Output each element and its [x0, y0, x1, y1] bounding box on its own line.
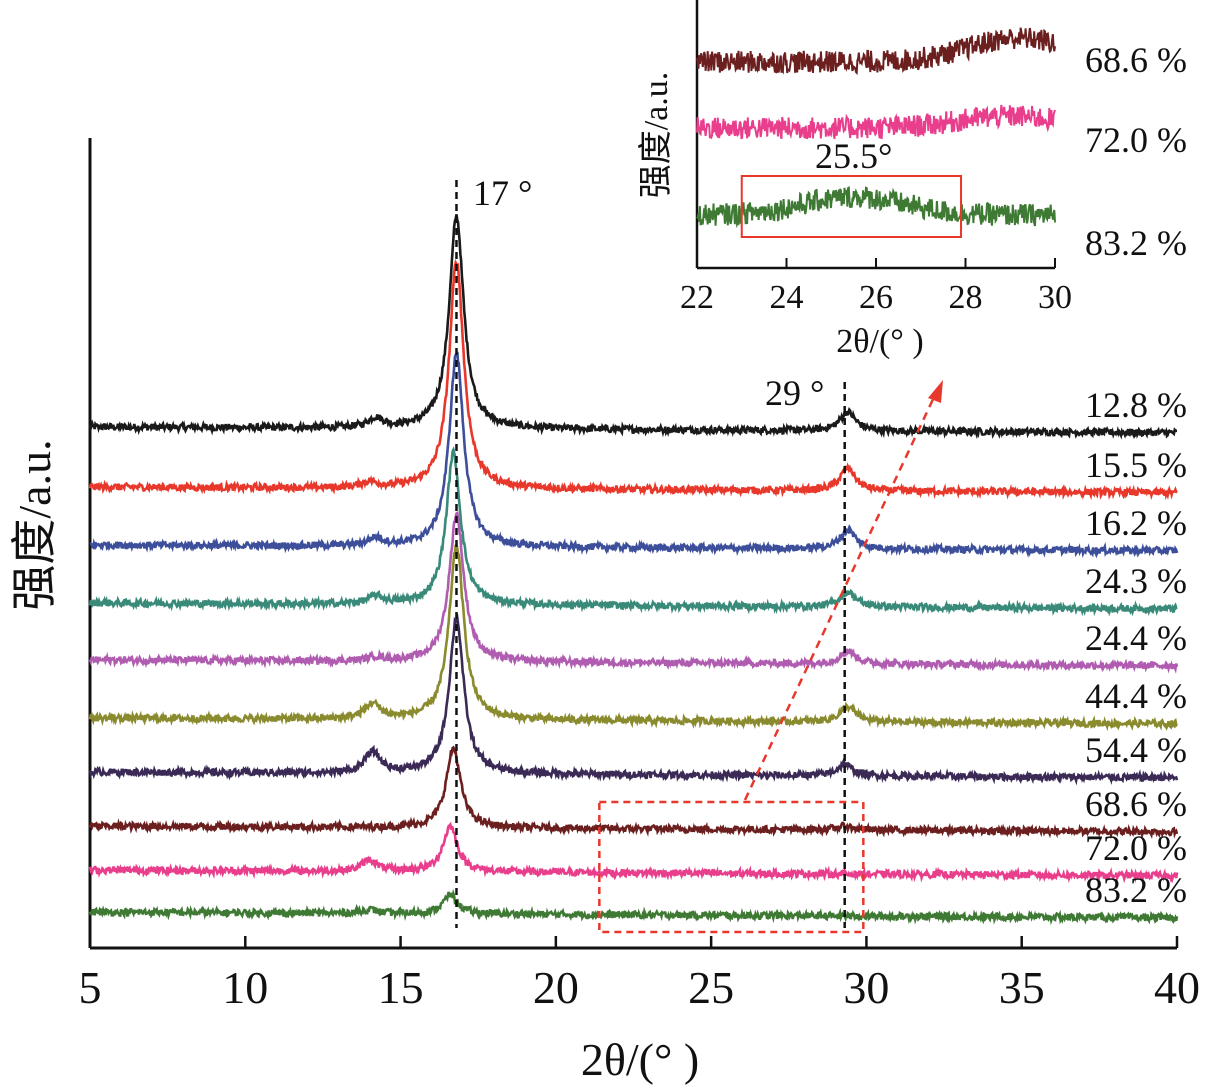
inset-series-label: 68.6 %	[1085, 40, 1187, 80]
series-line-544	[88, 613, 1179, 786]
series-line-444	[88, 543, 1179, 732]
ref-label-29: 29 °	[765, 373, 824, 413]
inset-series-line-832	[696, 186, 1056, 229]
main-x-tick-label: 15	[378, 962, 424, 1013]
series-label: 16.2 %	[1085, 503, 1187, 543]
inset-series-line-720	[696, 104, 1056, 140]
series-line-155	[88, 258, 1178, 501]
inset-annotation-label: 25.5°	[815, 136, 892, 176]
inset-y-axis-label: 强度/a.u.	[637, 72, 675, 199]
highlight-arrowhead	[928, 380, 943, 403]
main-x-axis-label: 2θ/(° )	[581, 1034, 699, 1085]
ref-label-17: 17 °	[473, 173, 532, 213]
main-plot-area: 5 10 15 20 25 30 35 40 12.8 % 15.5 % 16.2 % 24.3 % 2…	[79, 138, 1200, 1013]
series-label: 54.4 %	[1085, 730, 1187, 770]
series-label: 44.4 %	[1085, 676, 1187, 716]
main-x-tick-label: 20	[533, 962, 579, 1013]
inset-x-tick-label: 28	[949, 279, 983, 316]
inset-x-tick-label: 30	[1038, 279, 1072, 316]
series-line-128	[88, 214, 1177, 440]
series-line-244	[88, 510, 1179, 674]
main-y-axis-label: 强度/a.u.	[9, 439, 60, 610]
series-label: 83.2 %	[1085, 870, 1187, 910]
main-x-tick-label: 10	[222, 962, 268, 1013]
series-line-686	[88, 745, 1179, 840]
series-label: 24.4 %	[1085, 618, 1187, 658]
series-label: 15.5 %	[1085, 445, 1187, 485]
highlight-box	[598, 800, 865, 934]
inset-annotation-box	[740, 175, 963, 238]
main-x-tick-label: 5	[79, 962, 102, 1013]
inset-x-tick-label: 24	[770, 279, 804, 316]
inset-x-tick-label: 26	[859, 279, 893, 316]
series-line-162	[89, 351, 1179, 559]
inset-series-label: 72.0 %	[1085, 120, 1187, 160]
series-label: 24.3 %	[1085, 561, 1187, 601]
inset-series-label: 83.2 %	[1085, 223, 1187, 263]
highlight-arrow	[743, 394, 937, 801]
series-label: 72.0 %	[1085, 828, 1187, 868]
inset-x-axis-label: 2θ/(° )	[836, 323, 923, 360]
main-x-tick-label: 30	[843, 962, 889, 1013]
main-x-tick-label: 25	[688, 962, 734, 1013]
series-label: 68.6 %	[1085, 784, 1187, 824]
series-line-832	[88, 888, 1179, 926]
main-x-tick-label: 35	[999, 962, 1045, 1013]
main-x-tick-label: 40	[1154, 962, 1200, 1013]
inset-plot-area: 22 24 26 28 30 68.6 % 72.0 % 83.2 %	[680, 0, 1187, 316]
inset-x-tick-label: 22	[680, 279, 714, 316]
series-label: 12.8 %	[1085, 385, 1187, 425]
series-line-243	[88, 446, 1178, 617]
series-line-720	[88, 821, 1179, 884]
inset-series-line-686	[696, 27, 1056, 75]
